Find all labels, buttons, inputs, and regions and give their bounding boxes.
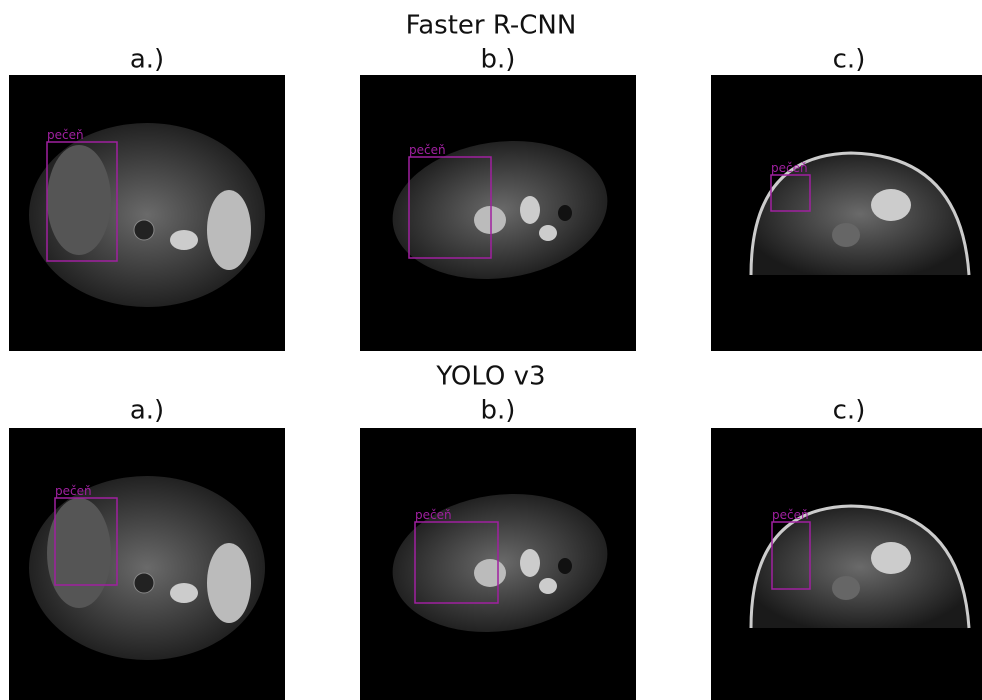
panel-label: a.) [130, 45, 164, 75]
panel-label: b.) [481, 45, 516, 75]
mri-image: pečeň [9, 428, 285, 700]
row-title: YOLO v3 [435, 362, 545, 392]
panel-label: a.) [130, 396, 164, 426]
organ [474, 559, 506, 587]
body [751, 153, 969, 275]
detection-label: pečeň [55, 484, 92, 498]
mri-image: pečeň [711, 75, 982, 351]
panel-label: c.) [833, 45, 866, 75]
organ [170, 583, 198, 603]
detection-label: pečeň [772, 508, 809, 522]
spleen [207, 190, 251, 270]
spleen [207, 543, 251, 623]
organ [871, 189, 911, 221]
detection-box [54, 497, 118, 586]
liver [47, 498, 111, 608]
panel-label: b.) [481, 396, 516, 426]
row-title: Faster R-CNN [406, 11, 577, 41]
rim [749, 151, 971, 276]
vessel [133, 219, 155, 241]
spine [832, 223, 860, 247]
organ [520, 549, 540, 577]
detection-box [408, 156, 492, 259]
liver [47, 145, 111, 255]
detection-label: pečeň [415, 508, 452, 522]
organ [871, 542, 911, 574]
organ [539, 225, 557, 241]
detection-label: pečeň [409, 143, 446, 157]
mri-image: pečeň [360, 428, 636, 700]
panel-label: c.) [833, 396, 866, 426]
mri-image: pečeň [9, 75, 285, 351]
mri-image: pečeň [360, 75, 636, 351]
gas [558, 205, 572, 221]
mri-image: pečeň [711, 428, 982, 700]
body [751, 506, 969, 628]
organ [520, 196, 540, 224]
vessel [133, 572, 155, 594]
organ [170, 230, 198, 250]
detection-label: pečeň [47, 128, 84, 142]
organ [539, 578, 557, 594]
rim [749, 504, 971, 629]
detection-box [770, 174, 811, 212]
detection-box [771, 521, 811, 590]
organ [474, 206, 506, 234]
detection-box [414, 521, 499, 604]
gas [558, 558, 572, 574]
detection-box [46, 141, 118, 262]
spine [832, 576, 860, 600]
detection-label: pečeň [771, 161, 808, 175]
